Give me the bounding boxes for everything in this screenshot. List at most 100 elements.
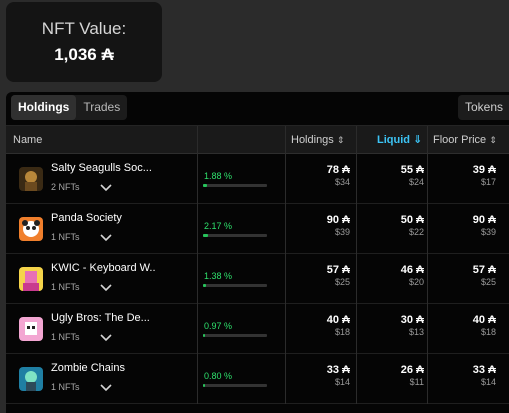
portfolio-percent: 1.38 %: [204, 271, 233, 281]
tab-bar: Holdings Trades Tokens: [6, 92, 509, 125]
holdings-cell: 40 ₳ $18: [288, 304, 350, 337]
liquid-cell: 46 ₳ $20: [362, 254, 424, 287]
floor-usd: $25: [480, 277, 496, 287]
nft-count: 2 NFTs: [51, 182, 80, 192]
collection-thumbnail: [19, 367, 43, 391]
liquid-usd: $13: [408, 327, 424, 337]
tab-holdings[interactable]: Holdings: [11, 95, 77, 120]
holdings-usd: $25: [334, 277, 350, 287]
liquid-cell: 55 ₳ $24: [362, 154, 424, 187]
liquid-value: 30 ₳: [400, 314, 424, 326]
chevron-down-icon[interactable]: [99, 331, 113, 343]
portfolio-percent: 1.88 %: [204, 171, 233, 181]
portfolio-percent: 2.17 %: [204, 221, 233, 231]
portfolio-share-bar: [203, 384, 267, 387]
collection-thumbnail: [19, 267, 43, 291]
portfolio-share-fill: [203, 184, 208, 187]
table-header: Name Holdings ⇕ Liquid ⇓ Floor Price ⇕: [6, 125, 509, 154]
holdings-cell: 78 ₳ $34: [288, 154, 350, 187]
column-holdings-label: Holdings: [291, 134, 334, 146]
column-floor-label: Floor Price: [433, 134, 487, 146]
portfolio-share-fill: [203, 284, 207, 287]
column-liquid[interactable]: Liquid ⇓: [377, 126, 422, 154]
floor-cell: 40 ₳ $18: [434, 304, 496, 337]
floor-value: 39 ₳: [472, 164, 496, 176]
collection-name[interactable]: Panda Society: [51, 212, 122, 224]
table-body: Salty Seagulls Soc... 2 NFTs 1.88 % 78 ₳…: [6, 154, 509, 404]
tab-tokens[interactable]: Tokens: [458, 95, 509, 120]
table-row[interactable]: KWIC - Keyboard W... 1 NFTs 1.38 % 57 ₳ …: [6, 254, 509, 304]
holdings-value: 40 ₳: [326, 314, 350, 326]
nft-value-label: NFT Value:: [41, 19, 127, 38]
sort-icon: ⇕: [336, 135, 345, 145]
holdings-value: 57 ₳: [326, 264, 350, 276]
holdings-value: 90 ₳: [326, 214, 350, 226]
floor-cell: 39 ₳ $17: [434, 154, 496, 187]
table-row[interactable]: Salty Seagulls Soc... 2 NFTs 1.88 % 78 ₳…: [6, 154, 509, 204]
floor-value: 57 ₳: [472, 264, 496, 276]
floor-usd: $39: [480, 227, 496, 237]
floor-cell: 33 ₳ $14: [434, 354, 496, 387]
holdings-usd: $14: [334, 377, 350, 387]
table-row[interactable]: Zombie Chains 1 NFTs 0.80 % 33 ₳ $14 26 …: [6, 354, 509, 404]
floor-usd: $18: [480, 327, 496, 337]
floor-usd: $14: [480, 377, 496, 387]
table-row[interactable]: Ugly Bros: The De... 1 NFTs 0.97 % 40 ₳ …: [6, 304, 509, 354]
holdings-usd: $18: [334, 327, 350, 337]
floor-value: 90 ₳: [472, 214, 496, 226]
holdings-usd: $34: [334, 177, 350, 187]
collection-name[interactable]: KWIC - Keyboard W...: [51, 262, 156, 274]
floor-value: 33 ₳: [472, 364, 496, 376]
nft-count: 1 NFTs: [51, 332, 80, 342]
portfolio-percent: 0.80 %: [204, 371, 233, 381]
chevron-down-icon[interactable]: [99, 231, 113, 243]
nft-value-amount: 1,036 ₳: [54, 45, 114, 64]
chevron-down-icon[interactable]: [99, 381, 113, 393]
liquid-usd: $11: [409, 377, 424, 387]
collection-thumbnail: [19, 167, 43, 191]
collection-name[interactable]: Salty Seagulls Soc...: [51, 162, 152, 174]
portfolio-share-fill: [203, 384, 205, 387]
tab-trades[interactable]: Trades: [83, 100, 121, 114]
holdings-value: 33 ₳: [326, 364, 350, 376]
sort-desc-icon: ⇓: [413, 134, 423, 146]
nft-count: 1 NFTs: [51, 282, 80, 292]
floor-usd: $17: [480, 177, 496, 187]
liquid-cell: 50 ₳ $22: [362, 204, 424, 237]
holdings-panel: Holdings Trades Tokens Name Holdings ⇕ Li…: [6, 92, 509, 413]
collection-thumbnail: [19, 217, 43, 241]
floor-value: 40 ₳: [472, 314, 496, 326]
portfolio-share-bar: [203, 284, 267, 287]
liquid-usd: $20: [408, 277, 424, 287]
chevron-down-icon[interactable]: [99, 281, 113, 293]
table-row[interactable]: Panda Society 1 NFTs 2.17 % 90 ₳ $39 50 …: [6, 204, 509, 254]
column-name: Name: [13, 134, 43, 146]
holdings-table: Name Holdings ⇕ Liquid ⇓ Floor Price ⇕ Salt…: [6, 125, 509, 404]
portfolio-share-fill: [203, 334, 206, 337]
liquid-value: 46 ₳: [400, 264, 424, 276]
column-holdings[interactable]: Holdings ⇕: [291, 126, 344, 154]
nft-count: 1 NFTs: [51, 382, 80, 392]
holdings-cell: 33 ₳ $14: [288, 354, 350, 387]
portfolio-share-fill: [203, 234, 209, 237]
portfolio-share-bar: [203, 334, 267, 337]
column-floor-price[interactable]: Floor Price ⇕: [433, 126, 497, 154]
collection-name[interactable]: Zombie Chains: [51, 362, 125, 374]
holdings-usd: $39: [334, 227, 350, 237]
column-liquid-label: Liquid: [377, 134, 410, 146]
liquid-cell: 26 ₳ $11: [362, 354, 424, 387]
holdings-cell: 57 ₳ $25: [288, 254, 350, 287]
collection-thumbnail: [19, 317, 43, 341]
sort-icon: ⇕: [489, 135, 497, 145]
liquid-cell: 30 ₳ $13: [362, 304, 424, 337]
liquid-usd: $24: [408, 177, 424, 187]
floor-cell: 90 ₳ $39: [434, 204, 496, 237]
portfolio-percent: 0.97 %: [204, 321, 233, 331]
tab-group: Holdings Trades: [11, 95, 128, 120]
collection-name[interactable]: Ugly Bros: The De...: [51, 312, 150, 324]
liquid-usd: $22: [408, 227, 424, 237]
chevron-down-icon[interactable]: [99, 181, 113, 193]
floor-cell: 57 ₳ $25: [434, 254, 496, 287]
liquid-value: 50 ₳: [400, 214, 424, 226]
portfolio-share-bar: [203, 234, 267, 237]
